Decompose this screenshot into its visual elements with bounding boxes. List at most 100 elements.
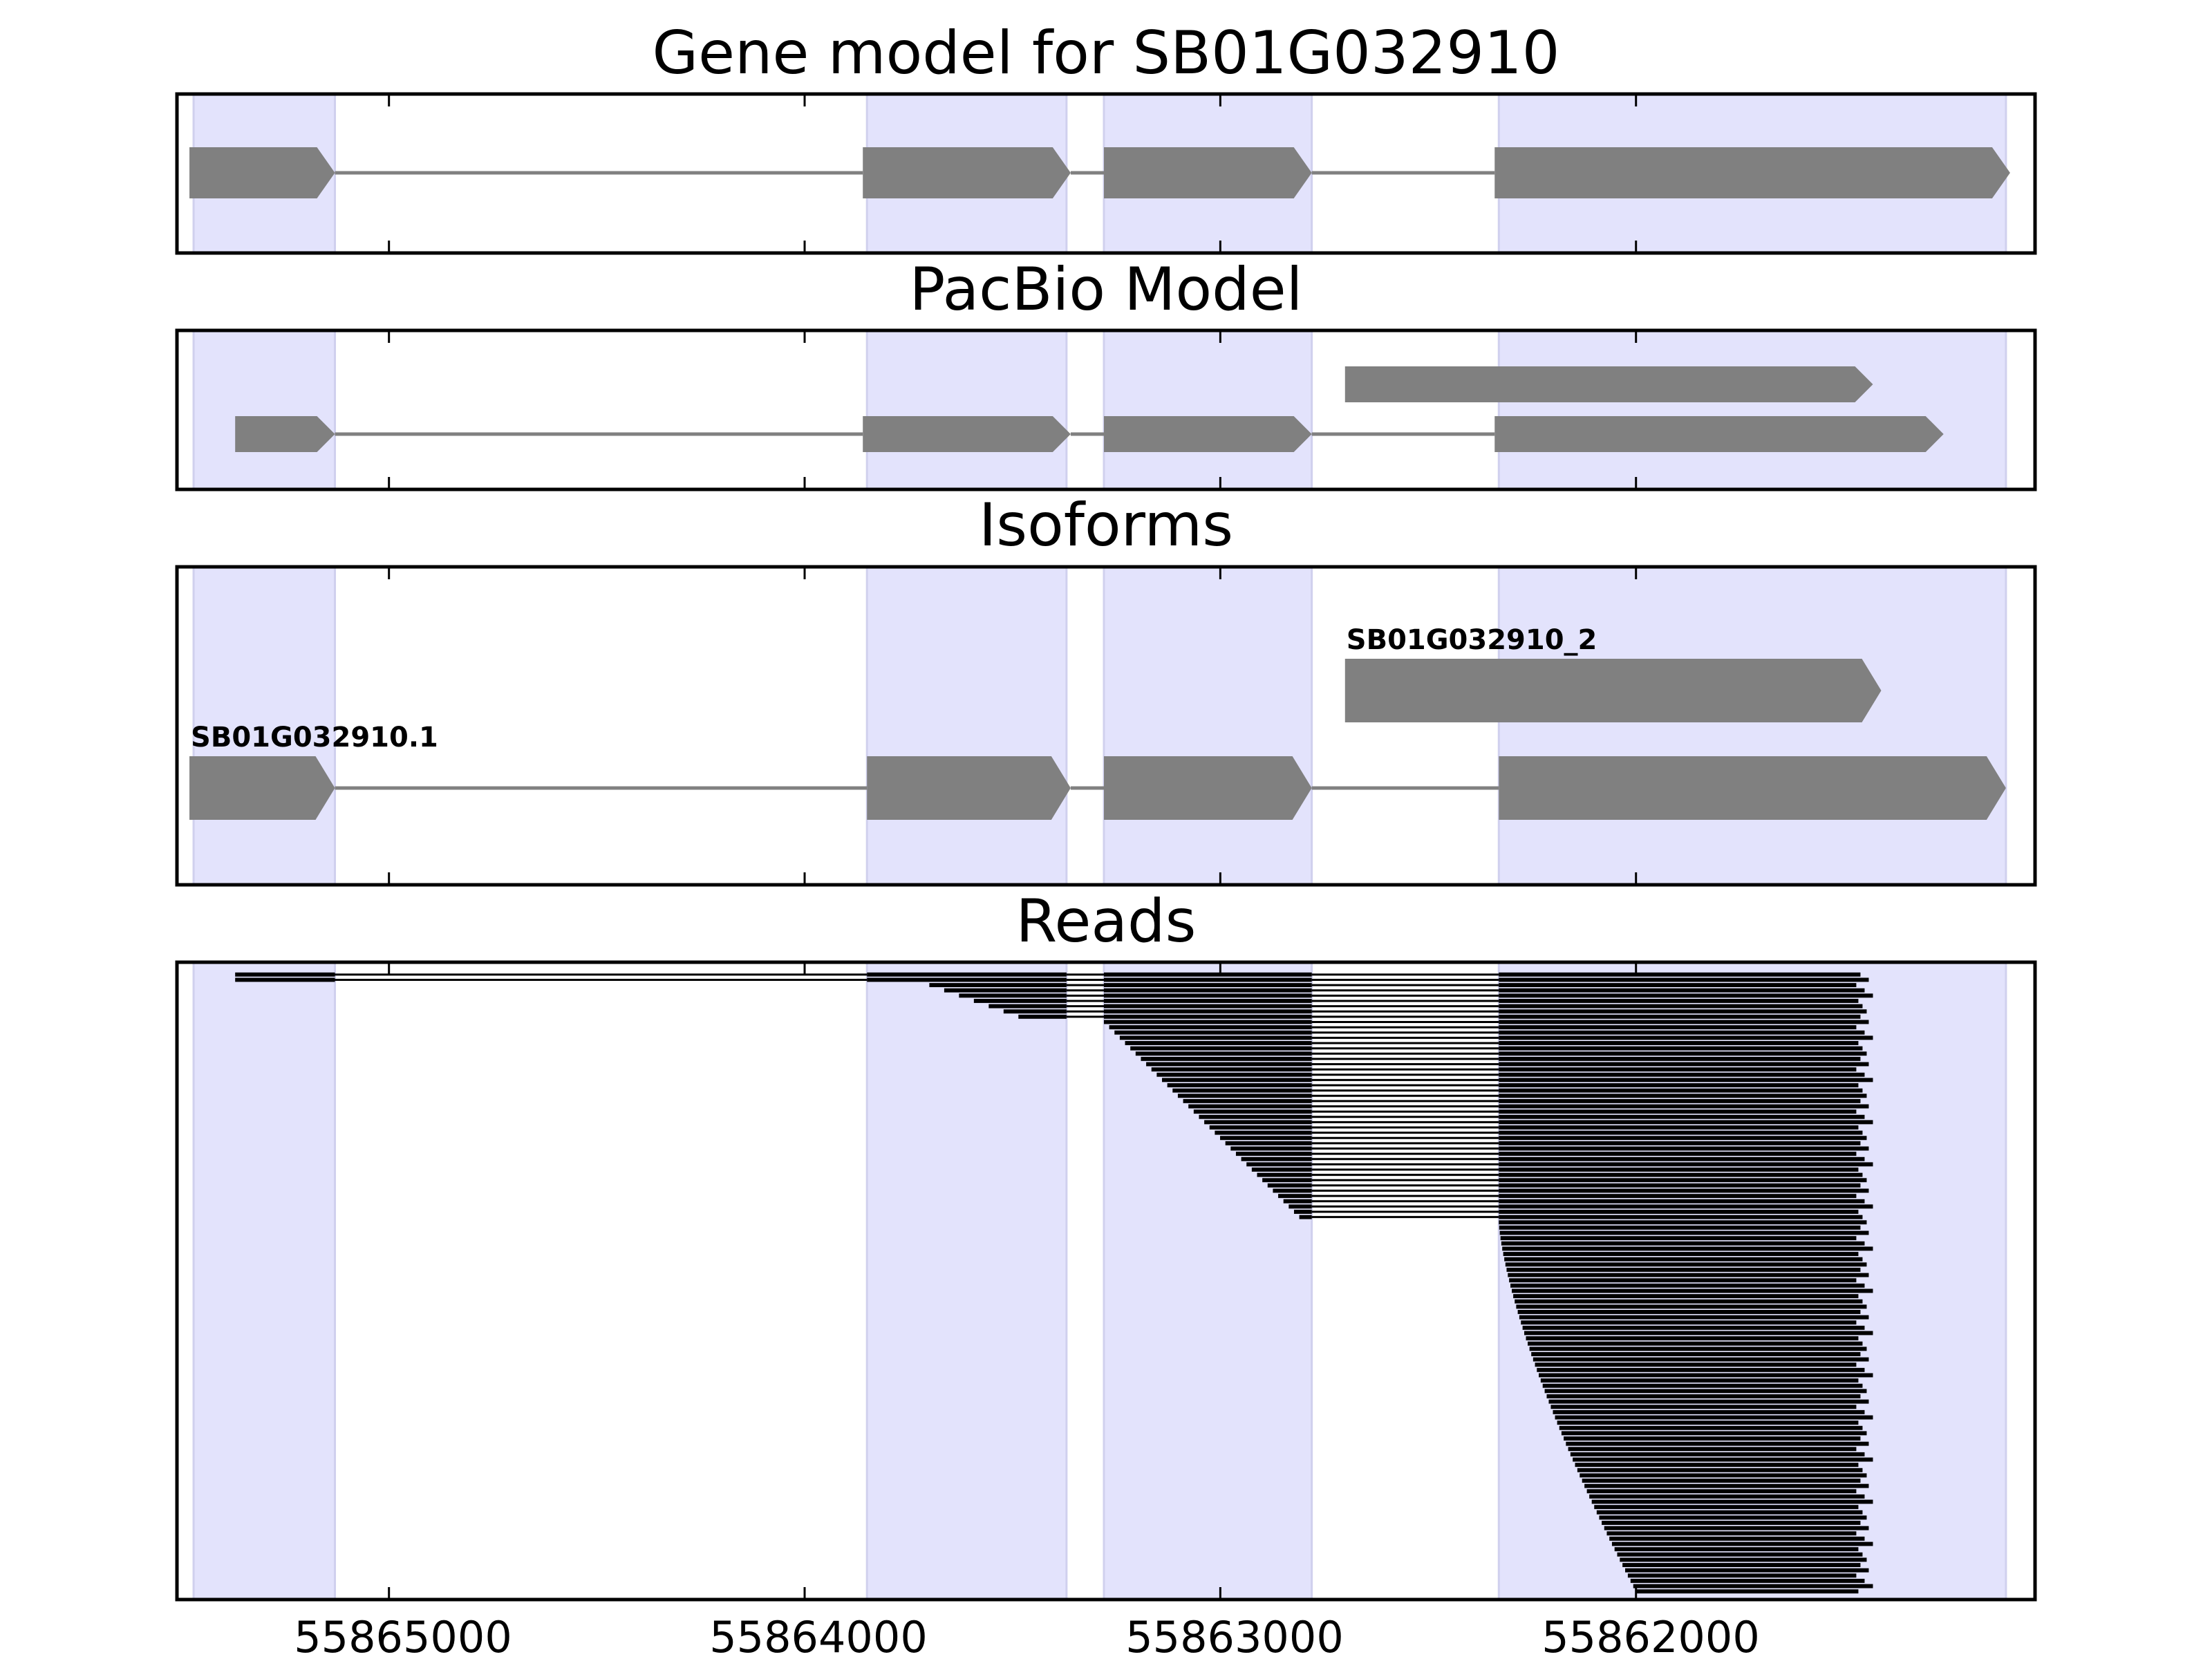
read-block: [1635, 1589, 1859, 1594]
read-block: [1499, 1104, 1869, 1109]
read-block: [1521, 1320, 1857, 1325]
x-tick-label: 55864000: [709, 1612, 928, 1659]
read-block: [1544, 1389, 1867, 1394]
read-block: [1499, 1220, 1867, 1225]
read-block: [1499, 1199, 1865, 1203]
exon-region: [1103, 329, 1313, 491]
read-block: [1103, 977, 1312, 982]
read-block: [1499, 983, 1857, 988]
exon-block: [1103, 756, 1312, 820]
read-block: [1516, 1304, 1867, 1309]
read-block: [1109, 1025, 1312, 1030]
read-block: [1515, 1299, 1863, 1304]
read-block: [1537, 1367, 1865, 1372]
read-block: [1235, 1152, 1312, 1156]
read-block: [973, 998, 1067, 1003]
read-block: [1499, 1114, 1865, 1119]
read-block: [1162, 1078, 1312, 1082]
read-block: [1499, 993, 1873, 998]
read-block: [1582, 1479, 1861, 1483]
read-block: [1513, 1294, 1859, 1299]
read-block: [1622, 1563, 1861, 1568]
read-block: [1288, 1204, 1312, 1209]
read-block: [1553, 1409, 1865, 1414]
read-block: [1512, 1288, 1873, 1293]
read-block: [1278, 1194, 1312, 1199]
read-block: [1167, 1083, 1312, 1087]
read-block: [1606, 1531, 1857, 1536]
read-block: [1103, 972, 1312, 977]
read-block: [235, 972, 335, 977]
read-block: [1620, 1557, 1867, 1562]
read-block: [1499, 1178, 1867, 1183]
read-block: [1568, 1447, 1857, 1452]
exon-region: [1497, 565, 2007, 886]
read-block: [1625, 1568, 1869, 1573]
read-block: [1257, 1172, 1312, 1177]
read-block: [1103, 1020, 1312, 1024]
exon-block: [863, 147, 1071, 198]
read-block: [1499, 1094, 1867, 1098]
read-block: [1225, 1141, 1312, 1145]
exon-block: [867, 756, 1071, 820]
read-block: [1103, 993, 1312, 998]
read-block: [1501, 1241, 1865, 1246]
exon-region: [865, 961, 1068, 1601]
read-block: [1204, 1120, 1312, 1125]
exon-region: [865, 329, 1068, 491]
read-block: [1146, 1062, 1312, 1067]
read-block: [1135, 1051, 1312, 1056]
read-block: [1561, 1431, 1867, 1436]
read-block: [1103, 1014, 1312, 1019]
read-block: [1103, 983, 1312, 988]
read-block: [1499, 1162, 1873, 1167]
read-block: [1564, 1436, 1861, 1441]
x-tick-label: 55863000: [1125, 1612, 1344, 1659]
read-block: [235, 977, 335, 982]
panel-title-gene-model: Gene model for SB01G032910: [653, 19, 1560, 88]
exon-regions-isoforms: [192, 565, 2007, 886]
reads-group: [235, 972, 1873, 1594]
read-block: [1502, 1246, 1873, 1251]
frame-pacbio-model: [175, 328, 2037, 491]
exon-block: [1499, 756, 2006, 820]
read-block: [1499, 1204, 1873, 1209]
read-block: [1103, 998, 1312, 1003]
read-block: [1018, 1014, 1067, 1019]
transcripts-isoforms: SB01G032910_2 SB01G032910.1: [189, 624, 2006, 820]
read-block: [1119, 1035, 1312, 1040]
read-block: [929, 983, 1067, 988]
read-block: [1499, 1098, 1861, 1103]
read-block: [1535, 1362, 1857, 1367]
read-block: [1499, 1130, 1863, 1135]
read-block: [1586, 1489, 1857, 1494]
read-block: [1273, 1188, 1312, 1193]
ticks-reads: [388, 962, 1638, 1600]
exon-block: [189, 756, 335, 820]
panel-title-isoforms: Isoforms: [979, 491, 1233, 560]
read-block: [1499, 1146, 1869, 1151]
exon-block: [235, 416, 335, 452]
read-block: [1540, 1378, 1859, 1383]
exon-region: [192, 329, 337, 491]
exon-block: [189, 147, 335, 198]
panel-gene-model: Gene model for SB01G032910: [175, 19, 2037, 255]
read-block: [1627, 1573, 1857, 1578]
read-block: [1499, 1046, 1863, 1051]
read-block: [1199, 1114, 1312, 1119]
x-tick-label: 55862000: [1541, 1612, 1760, 1659]
read-block: [1499, 1230, 1869, 1235]
read-block: [1293, 1210, 1312, 1215]
read-block: [1499, 1020, 1869, 1024]
isoform-label: SB01G032910.1: [191, 722, 438, 753]
read-block: [1499, 977, 1869, 982]
read-block: [1522, 1325, 1865, 1330]
read-block: [1609, 1536, 1865, 1541]
read-block: [1151, 1067, 1312, 1072]
read-block: [1505, 1262, 1867, 1267]
ticks-gene-model: [388, 94, 1638, 253]
read-block: [1499, 1172, 1863, 1177]
read-block: [1499, 998, 1859, 1003]
exon-block: [1344, 659, 1882, 722]
